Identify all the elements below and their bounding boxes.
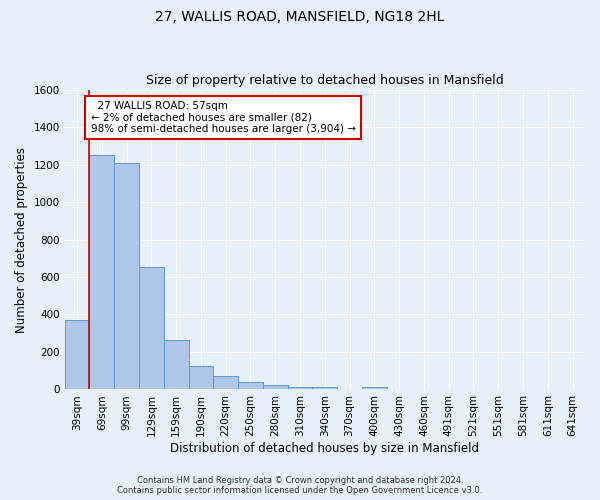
Bar (337, 388, 362, 390)
Y-axis label: Number of detached properties: Number of detached properties (15, 146, 28, 332)
Bar (65, 320, 89, 390)
Text: 27, WALLIS ROAD, MANSFIELD, NG18 2HL: 27, WALLIS ROAD, MANSFIELD, NG18 2HL (155, 10, 445, 24)
X-axis label: Distribution of detached houses by size in Mansfield: Distribution of detached houses by size … (170, 442, 479, 455)
Text: Contains HM Land Registry data © Crown copyright and database right 2024.
Contai: Contains HM Land Registry data © Crown c… (118, 476, 482, 495)
Bar (89, 155, 114, 390)
Bar (287, 386, 313, 390)
Title: Size of property relative to detached houses in Mansfield: Size of property relative to detached ho… (146, 74, 504, 87)
Bar (139, 266, 164, 390)
Text: 27 WALLIS ROAD: 57sqm
← 2% of detached houses are smaller (82)
98% of semi-detac: 27 WALLIS ROAD: 57sqm ← 2% of detached h… (91, 101, 356, 134)
Bar (362, 387, 387, 390)
Bar (214, 376, 238, 390)
Bar (114, 162, 139, 390)
Bar (313, 387, 337, 390)
Bar (188, 366, 214, 390)
Bar (263, 385, 287, 390)
Bar (164, 340, 188, 390)
Bar (238, 382, 263, 390)
